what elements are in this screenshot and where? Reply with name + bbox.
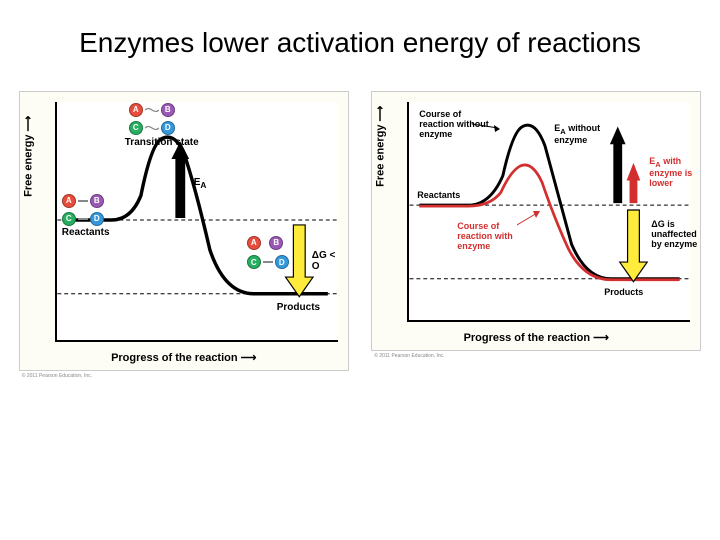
products-label-r: Products: [604, 287, 643, 297]
reactants-label-r: Reactants: [417, 190, 460, 200]
copyright-left: © 2011 Pearson Education, Inc.: [22, 373, 92, 379]
reactant-molecules: AB CD: [62, 190, 104, 226]
diagram-panels: Free energy ⟶ Progress of the reaction ⟶…: [0, 71, 720, 371]
slide-title: Enzymes lower activation energy of react…: [0, 0, 720, 71]
products-label: Products: [277, 302, 320, 313]
right-plot: Course of reaction without enzyme EA wit…: [407, 102, 690, 322]
ea-without-label: EA without enzyme: [554, 124, 604, 146]
reactants-label: Reactants: [62, 227, 110, 238]
product-molecules: A B CD: [247, 232, 289, 270]
ea-label: EA: [194, 177, 207, 190]
right-panel: Free energy ⟶ Progress of the reaction ⟶…: [371, 91, 701, 351]
transition-state-label: Transition state: [125, 137, 199, 148]
x-axis-label-r: Progress of the reaction ⟶: [464, 331, 609, 344]
left-plot: AB CD Transition state AB CD Reactants E…: [55, 102, 338, 342]
y-axis-label: Free energy ⟶: [21, 116, 34, 197]
arrow-to-red-icon: [517, 210, 542, 228]
dg-label: ΔG < O: [312, 250, 338, 272]
copyright-right: © 2011 Pearson Education, Inc.: [374, 353, 444, 359]
x-axis-label: Progress of the reaction ⟶: [111, 351, 256, 364]
dg-unaffected-label: ΔG is unaffected by enzyme: [651, 220, 699, 250]
left-panel: Free energy ⟶ Progress of the reaction ⟶…: [19, 91, 349, 371]
y-axis-label-r: Free energy ⟶: [374, 106, 387, 187]
transition-molecules: AB CD: [129, 99, 175, 135]
arrow-to-black-icon: [472, 120, 502, 132]
ea-with-label: EA with enzyme is lower: [649, 157, 694, 189]
